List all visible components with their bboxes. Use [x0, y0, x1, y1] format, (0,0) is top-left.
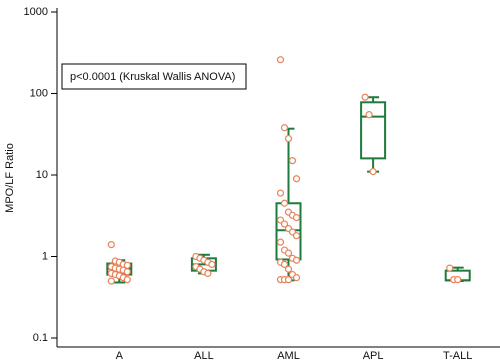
- x-tick-label: APL: [363, 350, 384, 362]
- x-tick-label: A: [116, 350, 124, 362]
- x-tick-label: ALL: [194, 350, 214, 362]
- data-point: [107, 277, 115, 285]
- annotation-box: [61, 63, 247, 90]
- y-tick-label: 10: [36, 169, 48, 181]
- annotation: p<0.0001 (Kruskal Wallis ANOVA): [70, 71, 235, 83]
- y-tick-label: 1: [42, 250, 48, 262]
- box: [275, 202, 302, 261]
- data-point: [107, 240, 115, 249]
- y-tick-label: 1000: [24, 6, 48, 18]
- data-point: [276, 189, 285, 197]
- data-point: [123, 268, 131, 276]
- data-point: [284, 134, 293, 143]
- data-point: [454, 276, 462, 284]
- data-point: [361, 93, 369, 101]
- y-tick-label: 0.1: [33, 332, 48, 344]
- data-point: [446, 264, 454, 272]
- box: [360, 101, 387, 160]
- data-point: [280, 199, 289, 207]
- data-point: [280, 260, 289, 268]
- data-point: [292, 232, 301, 240]
- data-point: [280, 124, 289, 132]
- y-tick-label: 100: [30, 87, 48, 99]
- data-point: [284, 249, 293, 257]
- data-point: [288, 157, 297, 165]
- x-tick-label: AML: [277, 350, 300, 362]
- data-point: [292, 256, 301, 264]
- data-point: [365, 111, 373, 119]
- y-axis-label: MPO/LF Ratio: [4, 143, 16, 213]
- data-point: [292, 214, 301, 222]
- data-point: [280, 220, 289, 228]
- data-point: [208, 260, 216, 268]
- data-point: [284, 276, 293, 284]
- data-point: [284, 265, 293, 273]
- data-point: [276, 238, 285, 246]
- data-point: [369, 168, 377, 176]
- data-point: [123, 276, 131, 284]
- x-tick-label: T-ALL: [443, 350, 472, 362]
- data-point: [292, 175, 301, 183]
- data-point: [276, 56, 285, 64]
- data-point: [292, 274, 301, 282]
- data-point: [204, 269, 212, 278]
